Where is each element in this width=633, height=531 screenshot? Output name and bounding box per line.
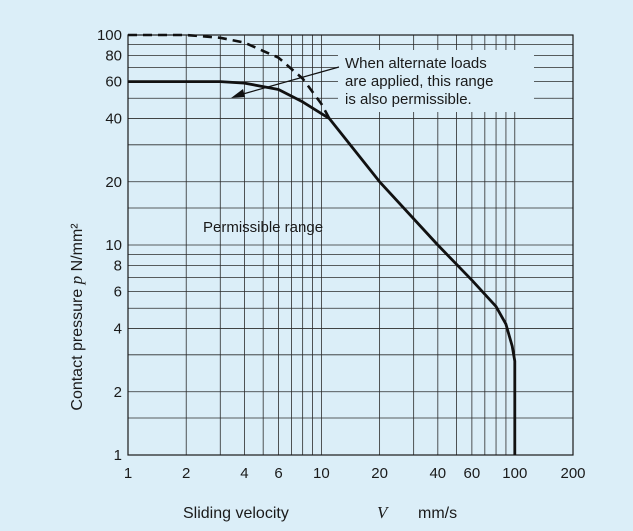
y-tick-label: 6 (114, 284, 122, 301)
x-tick-label: 2 (182, 465, 190, 482)
annotation-alternate-loads-line-3: is also permissible. (345, 91, 472, 108)
svg-text:Contact pressure p N/mm²: Contact pressure p N/mm² (67, 223, 86, 411)
annotation-arrow (235, 66, 340, 97)
permissible-limit-curve (128, 80, 517, 455)
y-tick-label: 1 (114, 447, 122, 464)
x-tick-label: 20 (371, 465, 388, 482)
annotation-alternate-loads: When alternate loads are applied, this r… (231, 50, 534, 112)
y-tick-label: 8 (114, 257, 122, 274)
x-tick-label: 200 (560, 465, 585, 482)
y-tick-label: 100 (97, 27, 122, 44)
x-tick-label: 100 (502, 465, 527, 482)
x-tick-label: 6 (274, 465, 282, 482)
x-axis-unit: mm/s (418, 505, 457, 522)
x-tick-label: 1 (124, 465, 132, 482)
y-axis-unit: N/mm² (69, 223, 86, 272)
x-tick-label: 60 (464, 465, 481, 482)
annotation-arrowhead (231, 89, 245, 98)
y-tick-label: 40 (105, 111, 122, 128)
y-axis-label-text: Contact pressure (69, 289, 86, 411)
y-tick-label: 60 (105, 74, 122, 91)
y-tick-label: 20 (105, 174, 122, 191)
x-tick-label: 10 (313, 465, 330, 482)
y-axis-symbol: p (67, 276, 86, 286)
y-tick-label: 80 (105, 47, 122, 64)
series-layer (128, 33, 517, 455)
annotation-alternate-loads-line-2: are applied, this range (345, 73, 493, 90)
x-axis-label-text: Sliding velocity (183, 505, 289, 522)
x-tick-label: 4 (240, 465, 248, 482)
x-tick-label: 40 (429, 465, 446, 482)
annotation-permissible-range: Permissible range (203, 219, 323, 236)
y-tick-label: 10 (105, 237, 122, 254)
x-axis-title: Sliding velocity V mm/s (183, 503, 457, 522)
y-axis-title: Contact pressure p N/mm² (67, 223, 86, 411)
annotation-alternate-loads-background (338, 50, 534, 112)
plot-frame (127, 34, 574, 456)
annotation-alternate-loads-line-1: When alternate loads (345, 55, 487, 72)
tick-labels: 1 2 4 6 10 20 40 60 100 200 1 2 4 6 8 10 20 40 60 80 100 (97, 27, 586, 482)
alternate-load-limit-curve (128, 33, 331, 120)
y-tick-label: 4 (114, 321, 122, 338)
x-axis-symbol: V (377, 503, 390, 522)
y-tick-label: 2 (114, 384, 122, 401)
